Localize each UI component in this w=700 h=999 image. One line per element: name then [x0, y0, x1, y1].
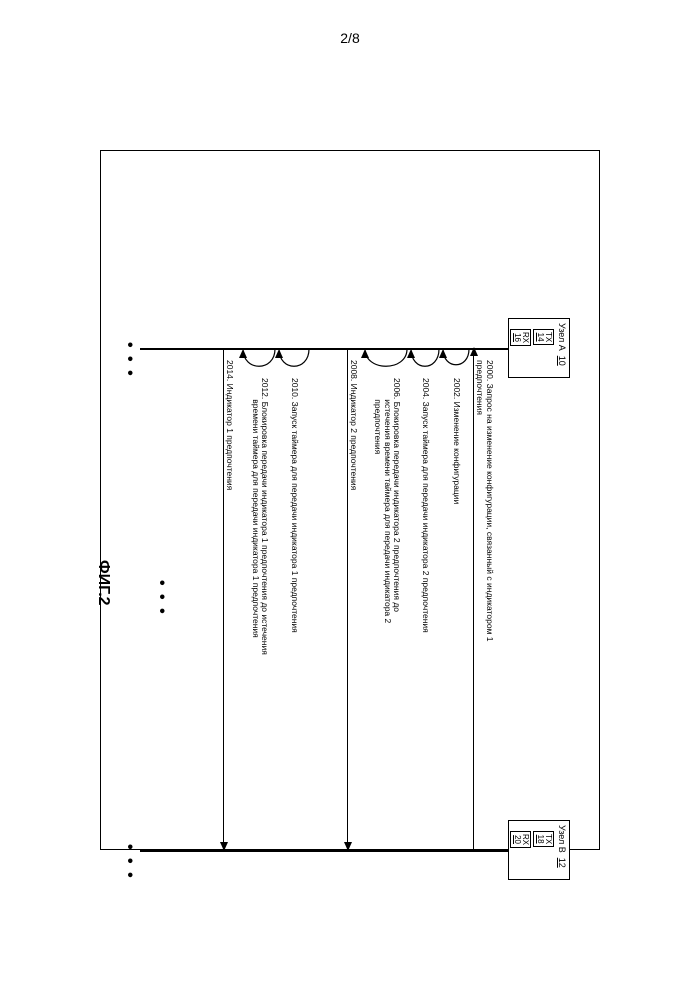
self-message-m2004: 2004. Запуск таймера для передачи индика… [410, 348, 440, 378]
node-a-tx-box: TX14 [533, 329, 554, 345]
self-message-label: 2012. Блокировка передачи индикатора 1 п… [250, 378, 269, 655]
node-b-rx-label: RX [521, 834, 530, 845]
arrowhead-icon [344, 842, 352, 851]
message-line [347, 348, 348, 850]
node-a-rx-label: RX [521, 332, 530, 343]
sequence-diagram: Узел A 10 TX14 RX16 Узел B 12 TX18 [130, 280, 570, 920]
arrowhead-icon [220, 842, 228, 851]
node-a-tx-num: 14 [536, 333, 545, 342]
node-b-title: Узел B 12 [557, 825, 567, 868]
node-a-title: Узел A 10 [557, 323, 567, 366]
node-b-rx-num: 20 [513, 835, 522, 844]
self-message-m2002: 2002. Изменение конфигурации [442, 348, 470, 376]
message-line [223, 348, 224, 850]
figure-caption: ФИГ.2 [94, 560, 112, 606]
ellipsis-1: • • • [152, 580, 170, 616]
page-number: 2/8 [0, 30, 700, 46]
node-a-title-num: 10 [557, 356, 567, 366]
self-message-m2012: 2012. Блокировка передачи индикатора 1 п… [242, 348, 276, 378]
diagram-rotation-wrapper: Узел A 10 TX14 RX16 Узел B 12 TX18 [100, 150, 600, 850]
self-message-m2006: 2006. Блокировка передачи индикатора 2 п… [364, 348, 408, 378]
node-b: Узел B 12 TX18 RX20 [508, 820, 570, 880]
ellipsis-0: • • • [120, 342, 138, 378]
self-message-label: 2006. Блокировка передачи индикатора 2 п… [373, 378, 401, 623]
node-a-tx-label: TX [544, 332, 553, 342]
message-label: 2014. Индикатор 1 предпочтения [225, 360, 234, 490]
message-line [473, 348, 474, 850]
arrowhead-icon [470, 347, 478, 356]
node-b-tx-label: TX [544, 834, 553, 844]
node-b-title-prefix: Узел B [557, 825, 567, 853]
self-message-m2010: 2010. Запуск таймера для передачи индика… [278, 348, 310, 378]
ellipsis-2: • • • [120, 844, 138, 880]
self-arc-icon [438, 348, 470, 382]
node-a-title-prefix: Узел A [557, 323, 567, 351]
lifeline-b [140, 850, 508, 852]
node-a-rx-box: RX16 [510, 329, 531, 346]
self-message-label: 2010. Запуск таймера для передачи индика… [290, 378, 299, 633]
message-label: 2008. Индикатор 2 предпочтения [349, 360, 358, 490]
node-a: Узел A 10 TX14 RX16 [508, 318, 570, 378]
node-b-tx-num: 18 [536, 835, 545, 844]
node-a-inner: TX14 RX16 [509, 329, 555, 373]
self-message-label: 2002. Изменение конфигурации [452, 378, 461, 504]
node-a-rx-num: 16 [513, 333, 522, 342]
message-label: 2000. Запрос на изменение конфигурации, … [475, 360, 494, 642]
node-b-rx-box: RX20 [510, 831, 531, 848]
node-b-inner: TX18 RX20 [509, 831, 555, 875]
self-message-label: 2004. Запуск таймера для передачи индика… [421, 378, 430, 633]
node-b-title-num: 12 [557, 858, 567, 868]
node-b-tx-box: TX18 [533, 831, 554, 847]
